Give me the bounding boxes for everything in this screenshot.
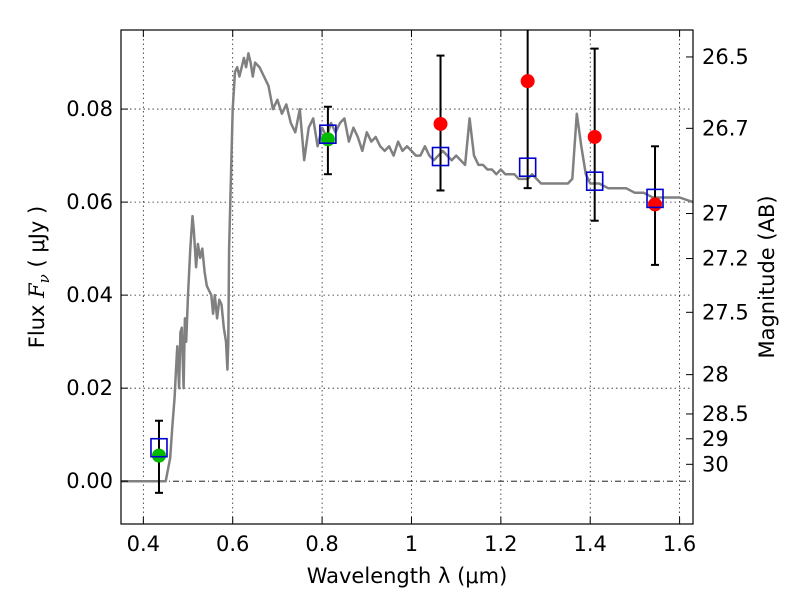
model-photometry-square bbox=[150, 437, 168, 458]
y2-tick-label: 29 bbox=[702, 427, 729, 451]
model-spectrum-line bbox=[121, 52, 693, 483]
x-tick-label: 1.6 bbox=[663, 532, 696, 556]
x-tick-label: 1 bbox=[405, 532, 418, 556]
plot-area bbox=[121, 30, 693, 494]
model-photometry-square bbox=[319, 124, 337, 144]
plot-frame bbox=[120, 29, 694, 525]
y2-axis-label: Magnitude (AB) bbox=[755, 195, 779, 358]
model-photometry-square bbox=[585, 171, 604, 191]
x-tick-label: 1.4 bbox=[574, 532, 607, 556]
y2-tick-label: 27.2 bbox=[702, 247, 749, 271]
observed-point-green bbox=[151, 448, 166, 463]
y2-tick-label: 26.7 bbox=[702, 116, 749, 140]
y-tick-label: 0.06 bbox=[66, 190, 113, 214]
y-axis-label-symbol: F bbox=[25, 282, 49, 299]
x-tick-label: 1.2 bbox=[484, 532, 517, 556]
y2-tick-label: 27 bbox=[702, 202, 729, 226]
y-axis-label-subscript: ν bbox=[35, 274, 53, 283]
tick-labels: 0.4 0.6 0.8 1 1.2 1.4 1.6 0.00 0.02 0.04 0.06 0.08 2… bbox=[66, 45, 749, 556]
y2-tick-label: 30 bbox=[702, 452, 729, 476]
y2-tick-label: 28.5 bbox=[702, 402, 749, 426]
y2-tick-label: 28 bbox=[702, 363, 729, 387]
x-axis-label: Wavelength λ (μm) bbox=[307, 564, 508, 588]
model-photometry-square bbox=[431, 146, 450, 167]
observed-point-red bbox=[587, 129, 602, 144]
y-tick-label: 0.00 bbox=[66, 469, 113, 493]
axis-ticks bbox=[121, 30, 693, 524]
model-photometry-square bbox=[646, 188, 664, 209]
observed-point-green bbox=[320, 132, 335, 147]
x-tick-label: 0.4 bbox=[127, 532, 160, 556]
y-tick-label: 0.08 bbox=[66, 97, 113, 121]
data-markers bbox=[150, 74, 664, 463]
model-photometry-square bbox=[518, 157, 537, 178]
observed-point-red bbox=[433, 116, 448, 131]
y-axis-label: Flux Fν ( μJy ) bbox=[25, 206, 53, 348]
y2-tick-label: 26.5 bbox=[702, 45, 749, 69]
observed-point-red bbox=[648, 197, 663, 212]
y-tick-label: 0.04 bbox=[66, 283, 113, 307]
y-axis-label-unit: ( μJy ) bbox=[25, 206, 49, 274]
y-axis-label-prefix: Flux bbox=[25, 298, 49, 348]
y-tick-label: 0.02 bbox=[66, 376, 113, 400]
y2-tick-label: 27.5 bbox=[702, 300, 749, 324]
observed-point-red bbox=[520, 74, 535, 89]
x-tick-label: 0.8 bbox=[305, 532, 338, 556]
x-tick-label: 0.6 bbox=[216, 532, 249, 556]
